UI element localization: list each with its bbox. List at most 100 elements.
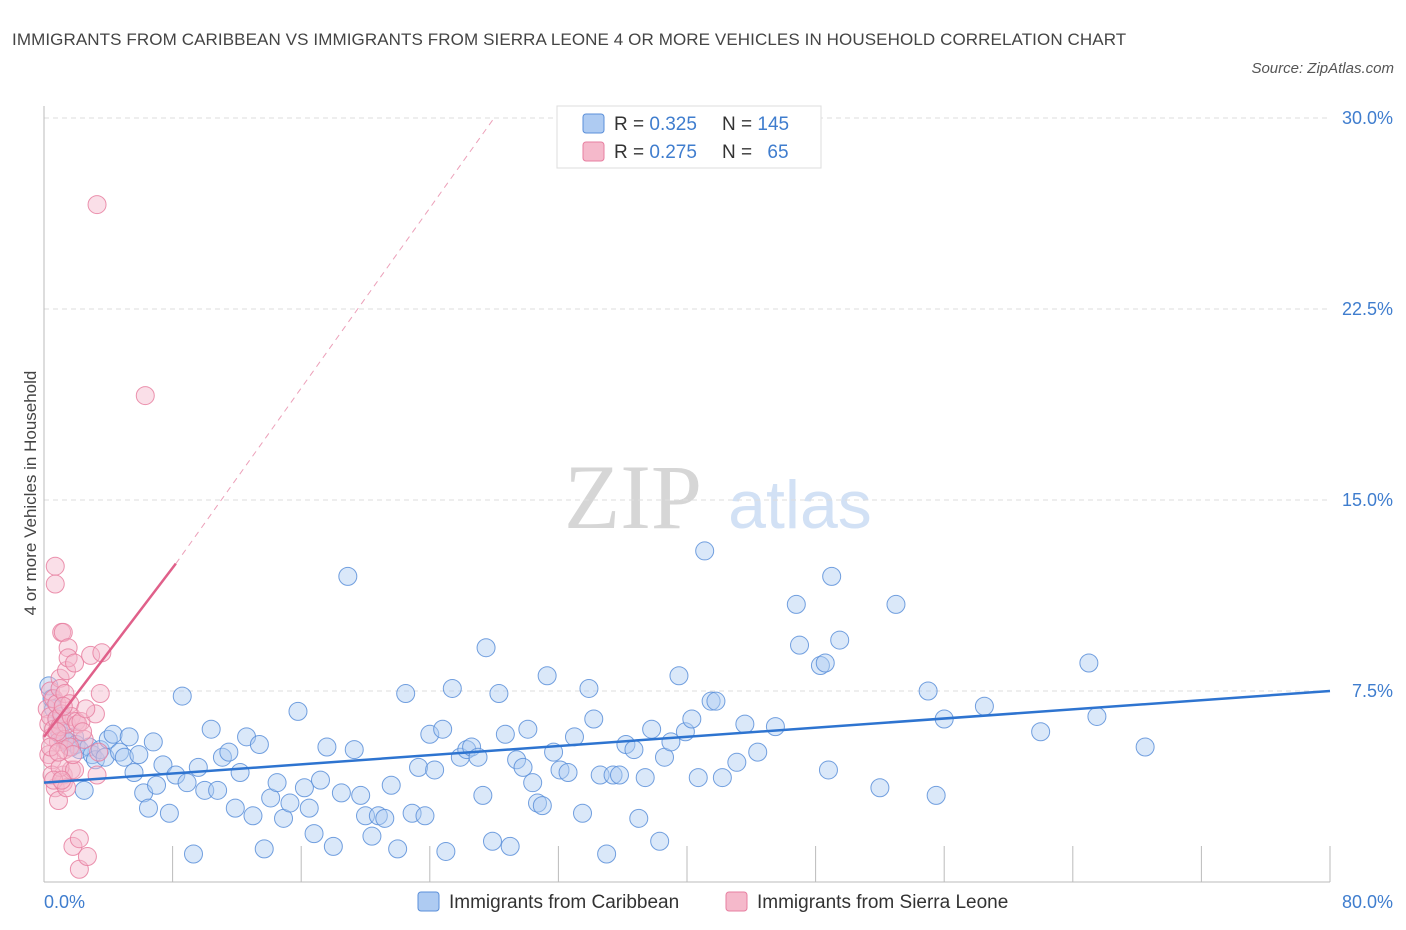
caribbean-point: [482, 831, 502, 851]
stats-r-value: 0.325: [649, 114, 697, 135]
x-tick-label: 80.0%: [1342, 892, 1393, 912]
svg-text:N = 145: N = 145: [722, 114, 789, 135]
caribbean-point: [138, 798, 158, 818]
y-axis-label: 4 or more Vehicles in Household: [21, 371, 40, 616]
caribbean-point: [701, 691, 721, 711]
stats-r-value: 0.275: [649, 142, 697, 163]
sierra-leone-point: [81, 645, 101, 665]
gridlines: [44, 117, 1330, 692]
caribbean-point: [537, 666, 557, 686]
sierra-leone-point: [89, 742, 109, 762]
caribbean-point: [558, 762, 578, 782]
sierra-leone-points: [37, 195, 155, 879]
caribbean-point: [299, 798, 319, 818]
caribbean-point: [1135, 737, 1155, 757]
caribbean-point: [830, 630, 850, 650]
sierra-leone-point: [73, 722, 93, 742]
caribbean-point: [119, 727, 139, 747]
sierra-leone-point: [58, 648, 78, 668]
caribbean-point: [886, 594, 906, 614]
caribbean-point: [103, 724, 123, 744]
sierra-leone-point: [65, 760, 85, 780]
caribbean-point: [1087, 706, 1107, 726]
caribbean-point: [650, 831, 670, 851]
sierra-leone-point: [85, 704, 105, 724]
caribbean-point: [518, 719, 538, 739]
watermark-zip: ZIP: [564, 446, 702, 548]
sierra-leone-point: [60, 737, 80, 757]
caribbean-point: [143, 732, 163, 752]
caribbean-point: [603, 765, 623, 785]
stats-legend: R = 0.325 N = 145 R = 0.275 N = 65: [556, 105, 822, 169]
caribbean-point: [323, 836, 343, 856]
caribbean-point: [870, 778, 890, 798]
caribbean-point: [1031, 722, 1051, 742]
stats-r-label: R =: [614, 114, 649, 135]
caribbean-point: [433, 719, 453, 739]
sierra-leone-point: [45, 556, 65, 576]
caribbean-point: [249, 734, 269, 754]
caribbean-point: [294, 778, 314, 798]
caribbean-point: [124, 762, 144, 782]
caribbean-point: [362, 826, 382, 846]
stats-n-value: 65: [767, 142, 788, 163]
caribbean-point: [635, 768, 655, 788]
caribbean-point: [177, 773, 197, 793]
caribbean-point: [375, 808, 395, 828]
caribbean-point: [918, 681, 938, 701]
chart-title: IMMIGRANTS FROM CARIBBEAN VS IMMIGRANTS …: [12, 30, 1127, 49]
caribbean-point: [436, 841, 456, 861]
caribbean-point: [74, 780, 94, 800]
svg-text:R = 0.325: R = 0.325: [614, 114, 697, 135]
caribbean-point: [564, 727, 584, 747]
caribbean-point: [381, 775, 401, 795]
caribbean-point: [212, 747, 232, 767]
caribbean-point: [695, 541, 715, 561]
caribbean-point: [550, 760, 570, 780]
sierra-leone-point: [65, 653, 85, 673]
source-label: Source: ZipAtlas.com: [1251, 60, 1394, 77]
sierra-leone-point: [77, 847, 97, 867]
svg-text:R = 0.275: R = 0.275: [614, 142, 697, 163]
caribbean-point: [727, 752, 747, 772]
stats-swatch-pink: [582, 141, 605, 162]
caribbean-point: [528, 793, 548, 813]
sierra-leone-point: [90, 684, 110, 704]
caribbean-point: [310, 770, 330, 790]
caribbean-point: [351, 785, 371, 805]
sierra-leone-trend-extension: [175, 117, 495, 564]
caribbean-point: [304, 824, 324, 844]
caribbean-points: [39, 541, 1155, 864]
trend-lines: [43, 117, 1331, 784]
caribbean-point: [597, 844, 617, 864]
caribbean-point: [344, 740, 364, 760]
caribbean-point: [317, 737, 337, 757]
caribbean-point: [507, 750, 527, 770]
stats-swatch-blue: [582, 113, 605, 134]
caribbean-point: [1079, 653, 1099, 673]
caribbean-point: [706, 691, 726, 711]
caribbean-point: [818, 760, 838, 780]
caribbean-point: [609, 765, 629, 785]
caribbean-point: [735, 714, 755, 734]
caribbean-point: [172, 686, 192, 706]
legend-label-caribbean: Immigrants from Caribbean: [449, 892, 679, 913]
caribbean-point: [712, 768, 732, 788]
caribbean-point: [420, 724, 440, 744]
sierra-leone-point: [135, 386, 155, 406]
caribbean-point: [201, 719, 221, 739]
svg-text:N = 65: N = 65: [722, 142, 789, 163]
sierra-leone-point: [48, 742, 68, 762]
caribbean-point: [495, 724, 515, 744]
axes: [43, 106, 1331, 883]
sierra-leone-point: [69, 829, 89, 849]
caribbean-point: [396, 684, 416, 704]
sierra-leone-point: [87, 195, 107, 215]
stats-n-label: N =: [722, 142, 757, 163]
y-tick-label: 7.5%: [1352, 681, 1393, 701]
y-tick-label: 22.5%: [1342, 299, 1393, 319]
caribbean-point: [489, 684, 509, 704]
caribbean-point: [129, 745, 149, 765]
caribbean-point: [532, 796, 552, 816]
